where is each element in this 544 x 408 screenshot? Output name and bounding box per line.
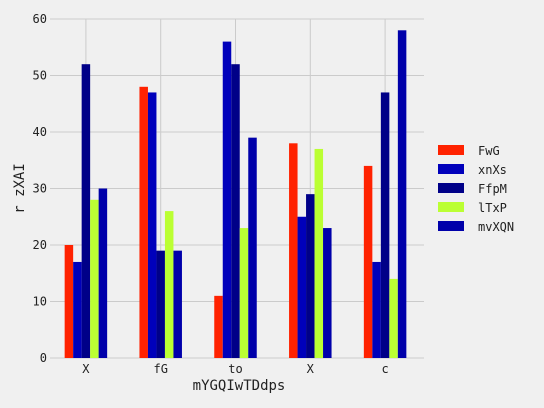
y-axis-label: r zXAI — [12, 163, 28, 214]
x-tick-label: X — [82, 362, 90, 376]
bar-lTxP-1 — [164, 211, 174, 358]
x-tick-label: c — [381, 362, 388, 376]
bar-FfpM-0 — [81, 64, 91, 358]
bar-xnXs-1 — [147, 92, 157, 358]
bar-FfpM-2 — [231, 64, 240, 358]
y-tick-label: 50 — [33, 69, 47, 83]
bar-FfpM-4 — [380, 92, 390, 358]
x-tick-label: X — [307, 362, 315, 376]
bar-FwG-1 — [139, 86, 148, 359]
bar-mvXQN-3 — [323, 228, 332, 358]
bar-FfpM-3 — [306, 194, 315, 358]
bar-mvXQN-0 — [98, 188, 108, 358]
legend-swatch-FfpM — [438, 183, 464, 193]
bar-xnXs-4 — [372, 261, 381, 358]
bars — [64, 30, 407, 359]
bar-mvXQN-1 — [173, 250, 182, 358]
y-tick-label: 20 — [33, 238, 47, 252]
bar-xnXs-3 — [297, 216, 307, 358]
bar-FfpM-1 — [156, 250, 165, 358]
bar-FwG-4 — [363, 165, 373, 358]
bar-lTxP-3 — [314, 148, 324, 358]
bar-lTxP-2 — [239, 228, 249, 358]
y-tick-label: 40 — [33, 125, 47, 139]
x-tick-label: fG — [153, 362, 167, 376]
legend-label-mvXQN: mvXQN — [478, 220, 514, 234]
y-tick-label: 10 — [33, 295, 47, 309]
x-axis-label: mYGQIwTDdps — [193, 378, 286, 394]
legend-swatch-FwG — [438, 145, 464, 155]
bar-lTxP-0 — [90, 199, 99, 358]
legend-label-lTxP: lTxP — [478, 201, 507, 215]
legend-label-xnXs: xnXs — [478, 163, 507, 177]
legend-swatch-mvXQN — [438, 221, 464, 231]
legend: FwG xnXs FfpM lTxP mvXQN — [438, 144, 514, 234]
bar-FwG-3 — [289, 143, 298, 358]
x-tick-label: to — [228, 362, 242, 376]
bar-xnXs-0 — [73, 261, 82, 358]
bar-mvXQN-2 — [248, 137, 257, 358]
y-tick-labels: 0 10 20 30 40 50 60 — [33, 12, 47, 365]
bar-mvXQN-4 — [397, 30, 407, 359]
y-tick-label: 0 — [40, 351, 47, 365]
legend-swatch-lTxP — [438, 202, 464, 212]
bar-FwG-2 — [214, 295, 223, 358]
legend-label-FfpM: FfpM — [478, 182, 507, 196]
bar-lTxP-4 — [389, 278, 398, 358]
bar-FwG-0 — [64, 245, 74, 358]
legend-label-FwG: FwG — [478, 144, 500, 158]
legend-swatch-xnXs — [438, 164, 464, 174]
y-tick-label: 30 — [33, 182, 47, 196]
y-tick-label: 60 — [33, 12, 47, 26]
bar-xnXs-2 — [222, 41, 232, 358]
